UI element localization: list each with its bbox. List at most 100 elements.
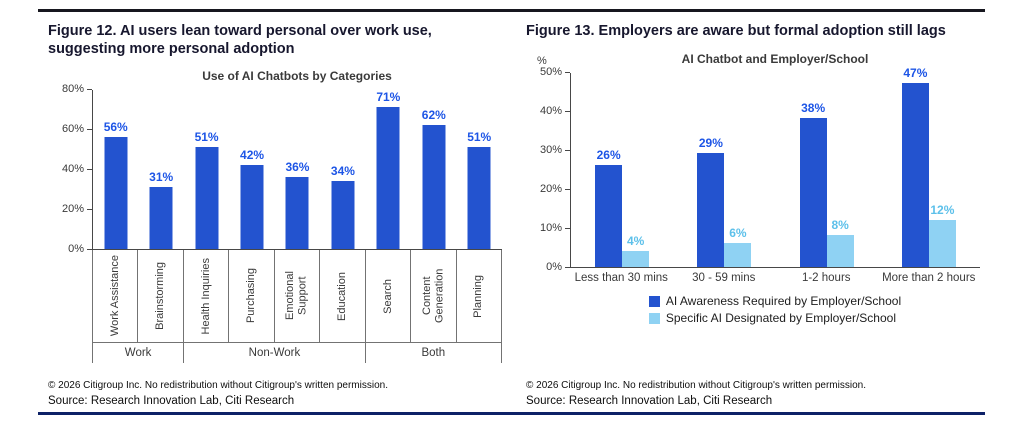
bar-light: [928, 219, 956, 267]
y-tick-mark: [565, 110, 570, 112]
fig12-group-row: Work Non-Work Both: [92, 342, 502, 363]
bar-column: 47%: [901, 66, 929, 267]
bar-slot: 42%: [229, 90, 274, 249]
y-tick-mark: [565, 266, 570, 268]
fig13-legend: AI Awareness Required by Employer/School…: [570, 292, 980, 329]
bar-slot: 62%: [411, 90, 456, 249]
category-label: Content Generation: [420, 268, 446, 324]
y-tick-mark: [565, 149, 570, 151]
bar-column: 29%: [697, 73, 725, 267]
bar: [376, 107, 400, 249]
category-label: 1-2 hours: [801, 271, 851, 284]
bar-column: 26%: [595, 73, 623, 267]
y-tick-mark: [87, 209, 92, 210]
category-label: Education: [336, 271, 349, 321]
legend-item: AI Awareness Required by Employer/School: [648, 294, 901, 309]
y-tick-label: 0%: [546, 260, 562, 273]
bar-column: 4%: [622, 73, 650, 267]
figure-13-heading: Figure 13. Employers are aware but forma…: [526, 23, 946, 39]
figure-13-chart-title-text: AI Chatbot and Employer/School: [681, 51, 869, 66]
category-label: Planning: [472, 274, 485, 318]
bar-value-label: 29%: [698, 136, 723, 151]
bar-value-label: 42%: [240, 148, 265, 162]
legend-swatch: [648, 295, 660, 307]
fig12-plot: 56% 31% 51% 42% 36% 34% 71% 62% 51%: [92, 90, 502, 250]
figures-row: Figure 12. AI users lean toward personal…: [48, 23, 980, 407]
figure-13-source: Source: Research Innovation Lab, Citi Re…: [526, 395, 773, 407]
bar-slot: 51%: [457, 90, 502, 249]
fig12-category-row: Work Assistance Brainstorming Health Inqui…: [92, 250, 502, 342]
group-label: Non-Work: [184, 343, 366, 363]
y-tick-label: 20%: [539, 182, 562, 195]
bar-slot: 36%: [275, 90, 320, 249]
bar-pair: 26% 4%: [595, 73, 650, 267]
y-tick-mark: [87, 249, 92, 250]
group-label: Both: [421, 347, 446, 359]
bar-pair: 29% 6%: [697, 73, 752, 267]
y-tick-mark: [565, 188, 570, 190]
bar-pair: 47% 12%: [901, 66, 956, 267]
legend-swatch: [648, 312, 660, 324]
bar: [195, 147, 219, 249]
y-tick-label: 80%: [61, 83, 84, 95]
bar-slot: 34%: [320, 90, 365, 249]
fig12-y-axis: 0% 20% 40% 60% 80%: [48, 83, 92, 255]
y-tick-label: 20%: [61, 203, 84, 215]
figure-12-chart-title: Use of AI Chatbots by Categories: [202, 69, 392, 83]
top-divider: [38, 9, 985, 12]
figure-12-copyright: © 2026 Citigroup Inc. No redistribution …: [48, 380, 388, 391]
y-tick-label: 0%: [68, 243, 84, 255]
y-tick-mark: [565, 71, 570, 73]
category-cell: Work Assistance: [93, 250, 139, 342]
bar-dark: [901, 83, 929, 267]
bar-light: [724, 243, 752, 267]
bar-group: 26% 4%: [571, 73, 673, 267]
legend-label: Specific AI Designated by Employer/Schoo…: [665, 310, 896, 325]
bar: [467, 147, 491, 249]
bar-value-label: 34%: [330, 164, 355, 178]
category-cell: Education: [320, 250, 366, 342]
figure-13-chart-title: % AI Chatbot and Employer/School: [537, 51, 980, 67]
figure-12-panel: Figure 12. AI users lean toward personal…: [48, 23, 502, 407]
bar-value-label: 47%: [903, 66, 928, 81]
bar: [422, 125, 446, 249]
bar-value-label: 4%: [626, 233, 645, 248]
y-tick-label: 40%: [539, 104, 562, 117]
figure-12-heading: Figure 12. AI users lean toward personal…: [48, 23, 432, 57]
bar-light: [622, 250, 650, 267]
category-label: Brainstorming: [154, 262, 167, 330]
y-tick-mark: [87, 89, 92, 90]
bar-pair: 38% 8%: [799, 73, 854, 267]
bar-group: 29% 6%: [673, 73, 775, 267]
bar-value-label: 51%: [194, 130, 219, 144]
bar-slot: 51%: [184, 90, 229, 249]
bar: [149, 187, 173, 249]
category-cell: Purchasing: [229, 250, 275, 342]
bar-slot: 56%: [93, 90, 138, 249]
fig13-legend-inner: AI Awareness Required by Employer/School…: [648, 292, 901, 328]
category-cell: Content Generation: [411, 250, 457, 342]
legend-item: Specific AI Designated by Employer/Schoo…: [648, 310, 901, 326]
figure-13-plot-row: 0% 10% 20% 30% 40% 50% 26% 4% 29% 6% 38% 8% 47% 12%: [526, 66, 980, 273]
y-tick-mark: [565, 227, 570, 229]
bar-value-label: 56%: [103, 120, 128, 134]
category-cell: Health Inquiries: [184, 250, 230, 342]
figure-12-plot-row: 0% 20% 40% 60% 80% 56% 31% 51% 42% 36% 34% 71% 62% 5…: [48, 83, 502, 255]
y-tick-label: 60%: [61, 123, 84, 135]
fig13-category-row: Less than 30 mins 30 - 59 mins 1-2 hours Mo…: [570, 268, 980, 284]
y-tick-mark: [87, 129, 92, 130]
bar-value-label: 26%: [596, 148, 621, 163]
bar: [240, 165, 264, 249]
bar-light: [826, 235, 854, 267]
y-tick-label: 50%: [539, 65, 562, 78]
bar-value-label: 38%: [801, 101, 826, 116]
bar-value-label: 51%: [467, 130, 492, 144]
y-tick-label: 30%: [539, 143, 562, 156]
category-cell: Brainstorming: [138, 250, 184, 342]
bar-dark: [697, 153, 725, 267]
bar-value-label: 12%: [930, 202, 955, 217]
figure-12-source: Source: Research Innovation Lab, Citi Re…: [48, 395, 295, 407]
bar-column: 12%: [928, 73, 956, 267]
category-cell: Planning: [457, 250, 501, 342]
